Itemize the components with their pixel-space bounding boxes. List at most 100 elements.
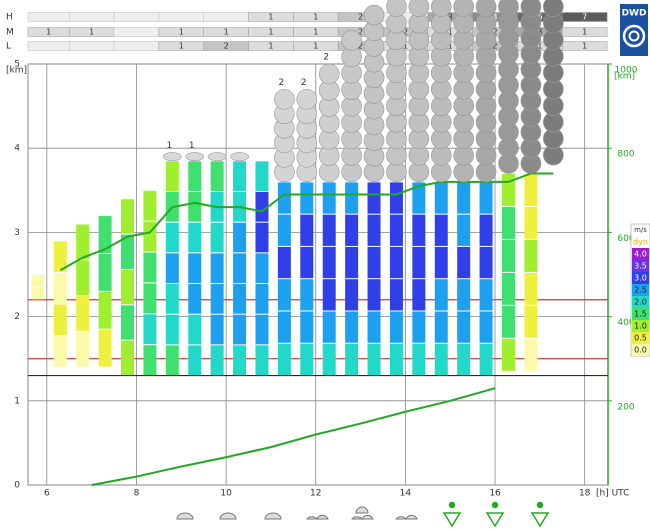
wind-segment (434, 182, 448, 214)
cover-value: 1 (582, 42, 587, 51)
wind-segment (389, 214, 403, 246)
cover-value: 1 (403, 42, 408, 51)
cover-cell (562, 12, 608, 22)
cloud-column (543, 0, 564, 166)
wind-segment (412, 311, 426, 343)
wind-segment (143, 314, 157, 345)
wind-segment (322, 182, 336, 214)
cover-value: 2 (493, 42, 498, 51)
cover-value: 2 (358, 42, 363, 51)
wind-segment (322, 343, 336, 376)
logo-swirl (622, 24, 646, 48)
cloud-puff (498, 0, 519, 17)
cover-value: 1 (582, 28, 587, 37)
cloud-puff (475, 0, 497, 17)
cloud-label: 2 (301, 78, 307, 88)
y2-tick-label: 1000 (615, 66, 638, 76)
wind-segment (53, 272, 67, 304)
wind-segment (188, 222, 202, 253)
wind-segment (300, 214, 314, 246)
shower-triangle (530, 512, 550, 528)
wind-segment (233, 253, 247, 284)
profile-line (59, 172, 554, 272)
wind-segment (457, 214, 471, 246)
logo: DWD (620, 4, 648, 56)
cover-value: 2 (358, 28, 363, 37)
wind-segment (389, 182, 403, 214)
cover-cell-empty (203, 12, 249, 22)
cloud-label: 2 (279, 78, 285, 88)
cloud-puff (185, 152, 205, 162)
legend-label: 3.5 (634, 262, 647, 271)
wind-segment (479, 182, 493, 214)
cloud-column (296, 88, 318, 183)
wind-segment (31, 275, 45, 287)
wind-segment (389, 343, 403, 376)
wind-segment (367, 343, 381, 376)
y-tick-label: 1 (14, 396, 20, 406)
wind-segment (300, 311, 314, 343)
cover-cell-empty (158, 12, 204, 22)
y2-tick-label: 200 (617, 402, 634, 412)
cloud-puff (207, 152, 227, 162)
wind-segment (367, 246, 381, 279)
cover-value: 1 (268, 28, 273, 37)
legend-label: 4.0 (634, 250, 647, 259)
wind-segment (255, 314, 269, 345)
cover-value: 1 (313, 42, 318, 51)
wind-segment (345, 279, 359, 311)
wind-segment (76, 331, 90, 367)
wind-segment (233, 161, 247, 192)
shower-dot (491, 501, 499, 509)
wind-segment (277, 246, 291, 279)
shower-dot (536, 501, 544, 509)
legend-label: 2.0 (634, 298, 647, 307)
legend-label: 1.0 (634, 322, 647, 331)
wind-segment (389, 311, 403, 343)
legend-swatch (632, 344, 649, 356)
wind-segment (210, 284, 224, 314)
wind-segment (210, 253, 224, 284)
cover-value: 1 (268, 42, 273, 51)
legend-label: 3.0 (634, 274, 647, 283)
weather-icons (176, 501, 550, 528)
y2-tick-label: 400 (617, 318, 634, 328)
cloud-column (363, 4, 385, 183)
y-tick-label: 5 (14, 60, 20, 70)
cloud-puff (274, 88, 295, 110)
wind-segment (165, 284, 179, 314)
cloud-column (318, 63, 340, 183)
cloud-puff (520, 0, 542, 17)
wind-segment (501, 173, 515, 206)
y-unit: [km] (6, 66, 27, 76)
wind-segment (210, 161, 224, 192)
wind-segment (300, 182, 314, 214)
legend-swatch (632, 296, 649, 308)
shower-dot (448, 501, 456, 509)
cover-value: 1 (313, 13, 318, 22)
cover-value: 1 (89, 28, 94, 37)
legend-swatch (632, 260, 649, 272)
cloud-puff (230, 152, 249, 162)
cloud-column (453, 0, 474, 183)
cloud-column (185, 152, 205, 162)
cover-cell (562, 41, 608, 51)
wind-segment (76, 296, 90, 331)
cloud-column (408, 0, 430, 183)
cloud-icon (305, 514, 329, 520)
wind-segment (524, 272, 538, 305)
cloud-puff (296, 88, 318, 110)
x-tick-label: 18 (579, 489, 591, 499)
cover-value: 6 (537, 13, 542, 22)
legend-swatch (632, 332, 649, 344)
shower-triangle (442, 512, 462, 528)
wind-segment (277, 182, 291, 214)
wind-segment (345, 182, 359, 214)
cloud-icon (350, 506, 374, 520)
wind-segment (255, 222, 269, 253)
wind-segment (479, 343, 493, 376)
wind-segment (457, 343, 471, 376)
wind-segment (98, 291, 112, 329)
cover-cell-empty (113, 12, 160, 22)
